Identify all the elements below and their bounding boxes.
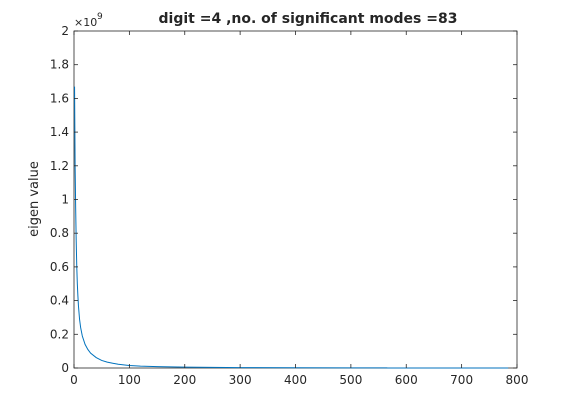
x-tick-label: 800: [506, 373, 529, 387]
x-tick-label: 500: [339, 373, 362, 387]
x-axis-ticks: 0 100 200 300 400 500 600 700 800: [70, 31, 528, 387]
y-tick-label: 0.2: [50, 327, 69, 341]
y-tick-label: 0.8: [50, 226, 69, 240]
y-tick-label: 1.4: [50, 125, 69, 139]
x-tick-label: 400: [284, 373, 307, 387]
y-axis-exponent: ×10 9: [74, 12, 103, 29]
y-tick-label: 1.2: [50, 159, 69, 173]
x-tick-label: 700: [450, 373, 473, 387]
y-axis-ticks: 0 0.2 0.4 0.6 0.8 1 1.2 1.4 1.6 1.8 2: [50, 24, 517, 375]
x-tick-label: 0: [70, 373, 78, 387]
y-tick-label: 0.6: [50, 260, 69, 274]
series-line-0: [74, 86, 509, 369]
axes-box: [73, 30, 518, 369]
y-tick-label: 2: [61, 24, 69, 38]
y-exponent-base: ×10: [74, 16, 97, 29]
y-tick-label: 0: [61, 361, 69, 375]
y-exponent-power: 9: [97, 12, 103, 22]
x-tick-label: 600: [395, 373, 418, 387]
x-tick-label: 300: [229, 373, 252, 387]
plot-area: 0 100 200 300 400 500 600 700 800 0 0.2 0.4 0.6 0.8 1…: [50, 24, 529, 387]
series-layer: [74, 86, 509, 369]
x-tick-label: 100: [118, 373, 141, 387]
y-tick-label: 1.6: [50, 91, 69, 105]
y-tick-label: 1: [61, 193, 69, 207]
y-tick-label: 1.8: [50, 58, 69, 72]
x-tick-label: 200: [173, 373, 196, 387]
chart-title: digit =4 ,no. of significant modes =83: [159, 11, 458, 27]
y-axis-label: eigen value: [27, 161, 42, 237]
y-tick-label: 0.4: [50, 294, 69, 308]
